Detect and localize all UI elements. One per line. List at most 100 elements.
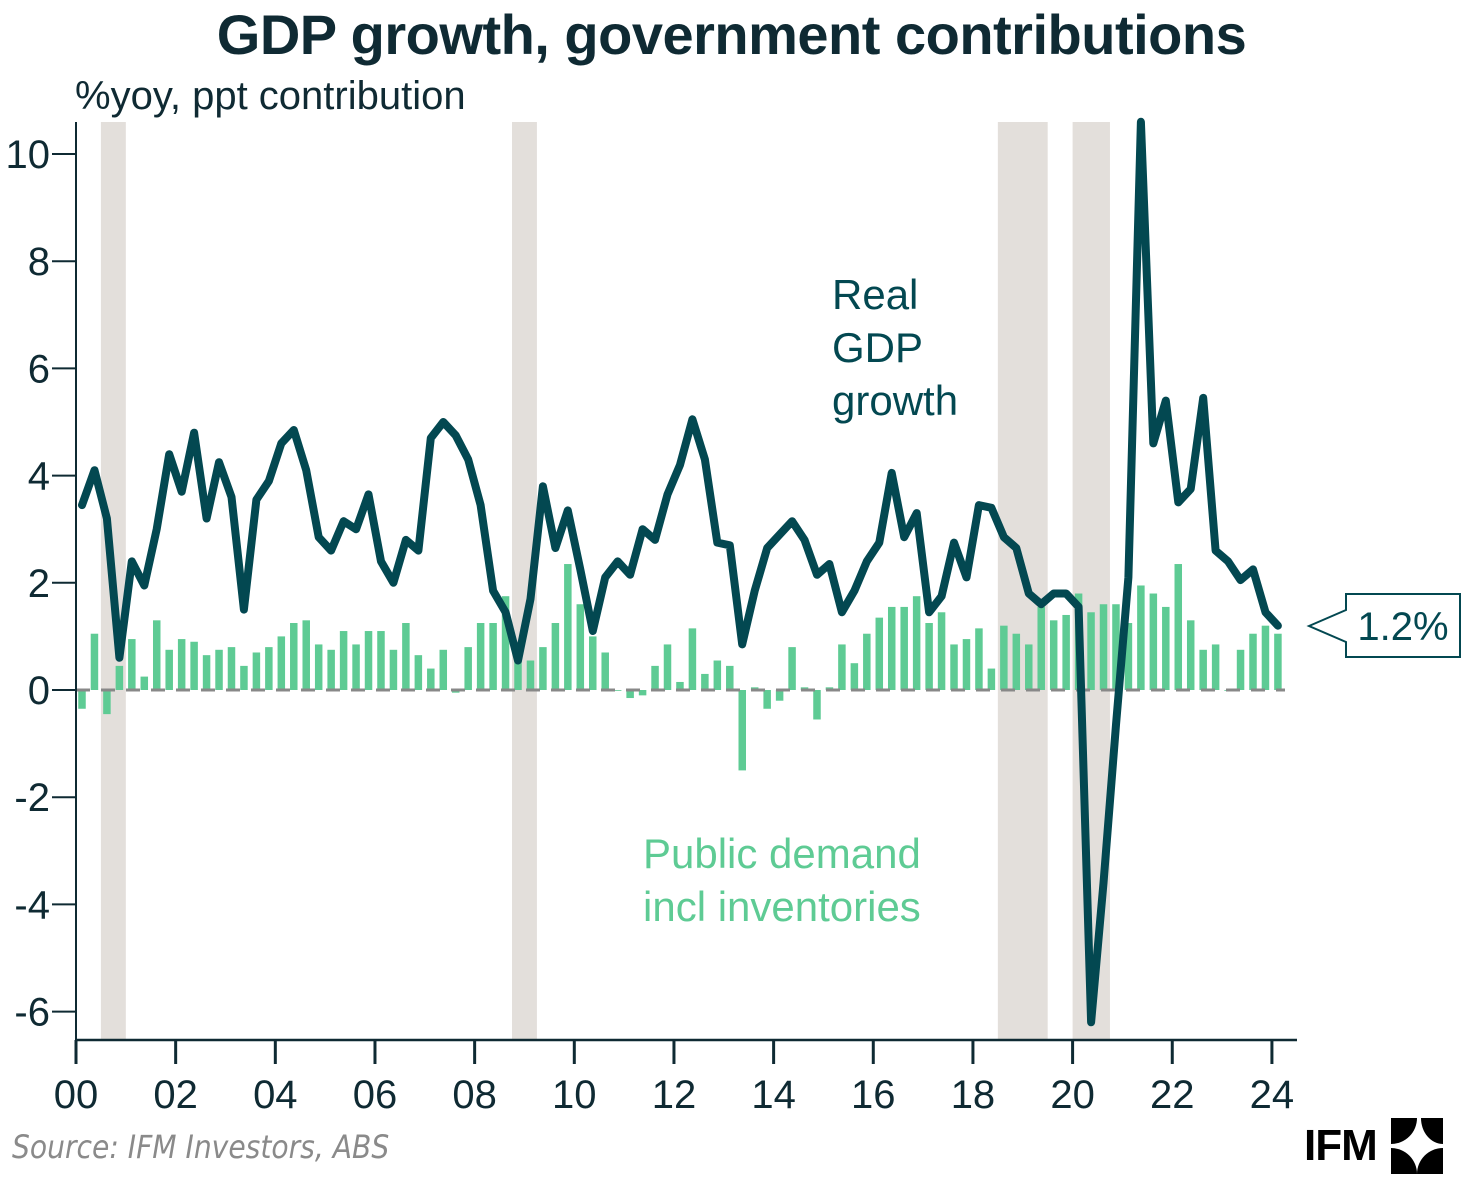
public-demand-bar xyxy=(1211,644,1220,690)
public-demand-bar xyxy=(1274,633,1282,690)
public-demand-bar xyxy=(1037,606,1045,690)
public-demand-bar xyxy=(838,644,846,690)
annotations-layer: Real GDP growth Public demand incl inven… xyxy=(643,271,1461,930)
public-demand-bar xyxy=(252,652,261,690)
public-demand-bar xyxy=(601,652,609,690)
public-demand-bar xyxy=(1087,612,1095,690)
x-tick-label: 10 xyxy=(552,1073,597,1117)
public-demand-bar xyxy=(227,647,236,690)
x-tick-label: 06 xyxy=(353,1073,398,1117)
x-tick-label: 04 xyxy=(253,1073,298,1117)
public-demand-bar xyxy=(339,631,348,690)
public-demand-bar xyxy=(1236,649,1245,690)
public-demand-bar xyxy=(476,623,485,690)
public-label-line-2: incl inventories xyxy=(643,883,921,930)
public-demand-bar xyxy=(900,606,908,690)
public-demand-bar xyxy=(713,660,722,690)
x-tick-label: 20 xyxy=(1050,1073,1095,1117)
source-note: Source: IFM Investors, ABS xyxy=(12,1128,390,1166)
public-demand-bar xyxy=(626,690,634,699)
x-tick-label: 24 xyxy=(1250,1073,1295,1117)
public-demand-bar xyxy=(514,655,522,690)
public-demand-bar xyxy=(377,631,385,690)
public-demand-bar xyxy=(863,633,871,690)
public-demand-bar xyxy=(564,564,572,690)
callout-box xyxy=(1306,593,1461,658)
logo-text: IFM xyxy=(1304,1121,1378,1170)
public-demand-bar xyxy=(352,644,360,690)
public-demand-bar xyxy=(962,639,971,690)
public-demand-bar xyxy=(1249,633,1257,690)
ifm-logo-icon xyxy=(1390,1118,1443,1174)
public-demand-bar xyxy=(414,655,423,690)
public-demand-bar xyxy=(327,649,335,690)
y-tick-label: 10 xyxy=(6,133,51,177)
public-demand-bar xyxy=(277,636,286,690)
public-demand-bar xyxy=(489,623,497,690)
public-demand-bar xyxy=(676,681,684,690)
public-demand-bar xyxy=(1012,633,1021,690)
public-demand-bar xyxy=(1112,604,1120,690)
public-demand-bar xyxy=(402,623,410,690)
public-demand-bar xyxy=(1049,620,1058,690)
y-axis-unit-label: %yoy, ppt contribution xyxy=(75,74,466,118)
y-tick-label: 8 xyxy=(28,240,50,284)
public-demand-bar xyxy=(788,647,796,690)
public-demand-bar xyxy=(1124,623,1133,690)
public-demand-bar xyxy=(1186,620,1195,690)
x-tick-label: 02 xyxy=(153,1073,198,1117)
public-demand-bar xyxy=(589,636,597,690)
public-demand-bar xyxy=(576,604,585,690)
public-demand-bar xyxy=(389,649,398,690)
public-demand-bar xyxy=(975,628,983,690)
x-tick-label: 22 xyxy=(1150,1073,1195,1117)
public-demand-bar xyxy=(1062,614,1070,690)
public-demand-bar xyxy=(539,647,547,690)
y-tick-label: -2 xyxy=(14,776,50,820)
public-demand-bar xyxy=(701,673,709,690)
public-demand-bar xyxy=(1099,604,1108,690)
public-demand-bar xyxy=(875,617,884,690)
public-demand-bar xyxy=(265,647,273,690)
public-demand-bar xyxy=(140,676,149,690)
public-demand-bar xyxy=(1137,585,1145,690)
public-demand-bar xyxy=(925,623,933,690)
public-demand-bar xyxy=(551,623,560,690)
x-tick-label: 00 xyxy=(54,1073,99,1117)
public-demand-bar xyxy=(950,644,958,690)
public-demand-bar xyxy=(987,668,996,690)
public-demand-bar xyxy=(439,649,448,690)
public-demand-bar xyxy=(177,639,186,690)
y-tick-label: 0 xyxy=(28,669,50,713)
public-demand-bar xyxy=(775,690,784,701)
public-demand-bar xyxy=(165,649,173,690)
ifm-logo: IFM xyxy=(1304,1118,1443,1174)
x-tick-label: 14 xyxy=(751,1073,796,1117)
public-demand-bar xyxy=(202,655,211,690)
public-demand-series-label: Public demand incl inventories xyxy=(643,830,933,930)
public-demand-bar xyxy=(912,596,921,690)
gdp-label-line-1: Real xyxy=(832,271,918,318)
public-demand-bar xyxy=(726,665,734,690)
public-demand-bar xyxy=(937,612,946,690)
y-tick-label: 2 xyxy=(28,562,50,606)
gdp-label-line-2: GDP xyxy=(832,324,922,371)
public-demand-bar xyxy=(364,631,373,690)
callout-value: 1.2% xyxy=(1357,605,1448,649)
y-tick-label: 4 xyxy=(28,455,50,499)
y-tick-label: 6 xyxy=(28,347,50,391)
public-demand-bar xyxy=(240,665,248,690)
public-demand-bar xyxy=(1261,625,1270,690)
x-tick-label: 12 xyxy=(652,1073,697,1117)
public-demand-bar xyxy=(738,690,746,771)
public-demand-bar xyxy=(314,644,323,690)
latest-value-callout: 1.2% xyxy=(1306,593,1461,658)
x-tick-label: 08 xyxy=(452,1073,497,1117)
gdp-label-line-3: growth xyxy=(832,377,958,424)
y-tick-label: -4 xyxy=(14,883,50,927)
public-demand-bar xyxy=(190,641,198,690)
public-label-line-1: Public demand xyxy=(643,830,921,877)
x-tick-label: 16 xyxy=(851,1073,896,1117)
public-demand-bar xyxy=(813,690,821,720)
